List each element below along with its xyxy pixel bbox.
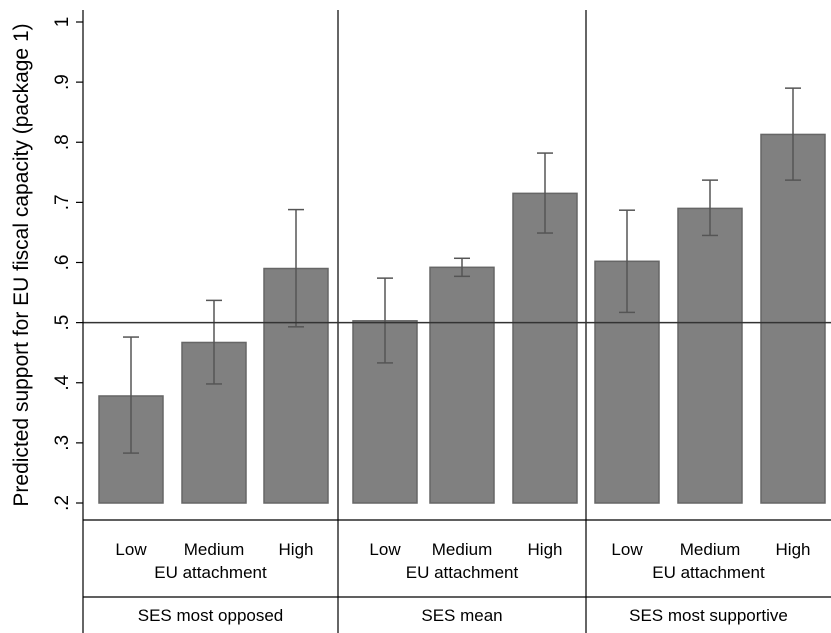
bar (512, 192, 578, 504)
x-tick-label: Medium (680, 540, 740, 559)
y-tick-label: .2 (52, 495, 73, 511)
x-tick-label: High (279, 540, 314, 559)
x-tick-label: Medium (184, 540, 244, 559)
x-axis-title: EU attachment (652, 563, 765, 582)
x-tick-label: High (776, 540, 811, 559)
y-tick-label: .6 (52, 255, 73, 271)
y-tick-label: .8 (52, 134, 73, 150)
y-tick-label: .9 (52, 74, 73, 90)
plot-frame (82, 10, 831, 633)
error-bars-layer (83, 87, 831, 454)
x-tick-label: Low (611, 540, 643, 559)
panel-label: SES mean (421, 606, 502, 625)
y-tick-label: .7 (52, 194, 73, 210)
x-axis-title: EU attachment (154, 563, 267, 582)
bar (181, 341, 247, 504)
y-axis-title: Predicted support for EU fiscal capacity… (10, 23, 33, 506)
bar (429, 266, 495, 504)
bar (760, 133, 826, 504)
bars-layer (98, 133, 826, 504)
y-tick-label: .3 (52, 435, 73, 451)
x-axis-title: EU attachment (406, 563, 519, 582)
y-tick-label: 1 (52, 17, 73, 28)
x-tick-label: Low (115, 540, 147, 559)
y-tick-label: .5 (52, 315, 73, 331)
panel-label: SES most opposed (138, 606, 284, 625)
x-tick-label: Medium (432, 540, 492, 559)
x-axis: Low Medium High EU attachment SES most oppos… (115, 540, 810, 625)
x-tick-label: High (528, 540, 563, 559)
panel-label: SES most supportive (629, 606, 788, 625)
x-tick-label: Low (369, 540, 401, 559)
y-tick-label: .4 (52, 374, 73, 390)
y-axis: .2 .3 .4 .5 .6 .7 .8 .9 1 (52, 10, 84, 520)
bar (677, 207, 743, 504)
